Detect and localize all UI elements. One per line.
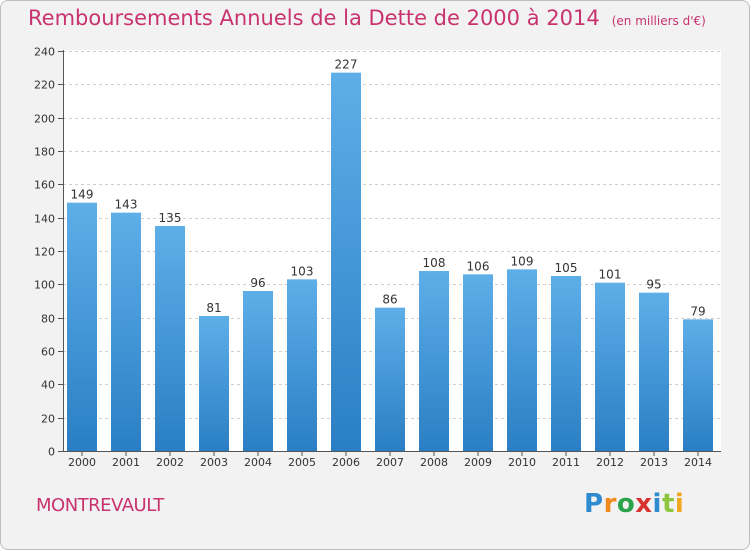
logo-letter: P (584, 489, 604, 519)
x-tick-label: 2006 (332, 456, 360, 469)
bar (551, 276, 581, 451)
logo-letter: i (674, 489, 685, 519)
bar-value-label: 149 (71, 188, 94, 202)
x-tick-label: 2009 (464, 456, 492, 469)
bar-value-label: 108 (423, 256, 446, 270)
axes: 0 20 40 60 80 100 120 140 160 180 200 220 240 2000 200… (34, 46, 721, 469)
y-tick-label: 120 (34, 246, 55, 259)
bar-value-label: 105 (555, 261, 578, 275)
bar (67, 202, 97, 451)
chart-title-text: Remboursements Annuels de la Dette de 20… (28, 6, 600, 30)
y-tick-label: 20 (41, 413, 55, 426)
y-tick-label: 100 (34, 279, 55, 292)
logo-letter: o (616, 489, 636, 519)
logo-letter: x (635, 489, 653, 519)
bar (199, 316, 229, 451)
x-tick-label: 2013 (640, 456, 668, 469)
x-tick-label: 2001 (112, 456, 140, 469)
bar (595, 282, 625, 451)
bar-value-label: 227 (335, 58, 358, 72)
proxiti-logo[interactable]: Proxiti (584, 489, 684, 519)
y-tick-label: 140 (34, 213, 55, 226)
bar (331, 72, 361, 452)
x-tick-label: 2005 (288, 456, 316, 469)
bar (507, 269, 537, 451)
x-tick-label: 2012 (596, 456, 624, 469)
place-name: MONTREVAULT (36, 495, 164, 516)
x-tick-label: 2007 (376, 456, 404, 469)
bar (375, 307, 405, 451)
bar-value-label: 101 (599, 268, 622, 282)
bar-value-label: 106 (467, 259, 490, 273)
y-tick-label: 80 (41, 313, 55, 326)
bar-value-label: 135 (159, 211, 182, 225)
bar-value-label: 103 (291, 264, 314, 278)
bar (639, 292, 669, 451)
logo-letter: r (603, 489, 617, 519)
x-tick-label: 2000 (68, 456, 96, 469)
bar (683, 319, 713, 451)
x-tick-label: 2002 (156, 456, 184, 469)
bar-value-label: 96 (250, 276, 265, 290)
bar-value-label: 86 (382, 293, 397, 307)
x-tick-label: 2011 (552, 456, 580, 469)
y-tick-label: 160 (34, 179, 55, 192)
bar (419, 271, 449, 451)
x-tick-label: 2008 (420, 456, 448, 469)
x-tick-label: 2014 (684, 456, 712, 469)
x-tick-label: 2003 (200, 456, 228, 469)
bar-value-label: 79 (690, 304, 705, 318)
x-tick-label: 2010 (508, 456, 536, 469)
y-tick-label: 180 (34, 146, 55, 159)
bar-value-label: 95 (646, 278, 661, 292)
bar (463, 274, 493, 451)
bar (287, 279, 317, 451)
y-tick-label: 60 (41, 346, 55, 359)
chart-unit: (en milliers d'€) (611, 14, 706, 28)
chart-title: Remboursements Annuels de la Dette de 20… (28, 6, 706, 30)
bar-value-label: 143 (115, 198, 138, 212)
bar (243, 291, 273, 451)
bar (111, 212, 141, 451)
y-tick-label: 220 (34, 79, 55, 92)
y-tick-label: 240 (34, 46, 55, 59)
y-tick-label: 40 (41, 379, 55, 392)
x-tick-label: 2004 (244, 456, 272, 469)
bar-value-label: 81 (206, 301, 221, 315)
logo-letter: t (661, 489, 675, 519)
bar-value-label: 109 (511, 254, 534, 268)
y-tick-label: 0 (48, 446, 55, 459)
logo-letter: i (652, 489, 662, 519)
y-tick-label: 200 (34, 113, 55, 126)
bars: 149 143 135 81 96 103 227 86 108 106 109 105 101 95 79 (67, 58, 713, 452)
bar (155, 226, 185, 451)
